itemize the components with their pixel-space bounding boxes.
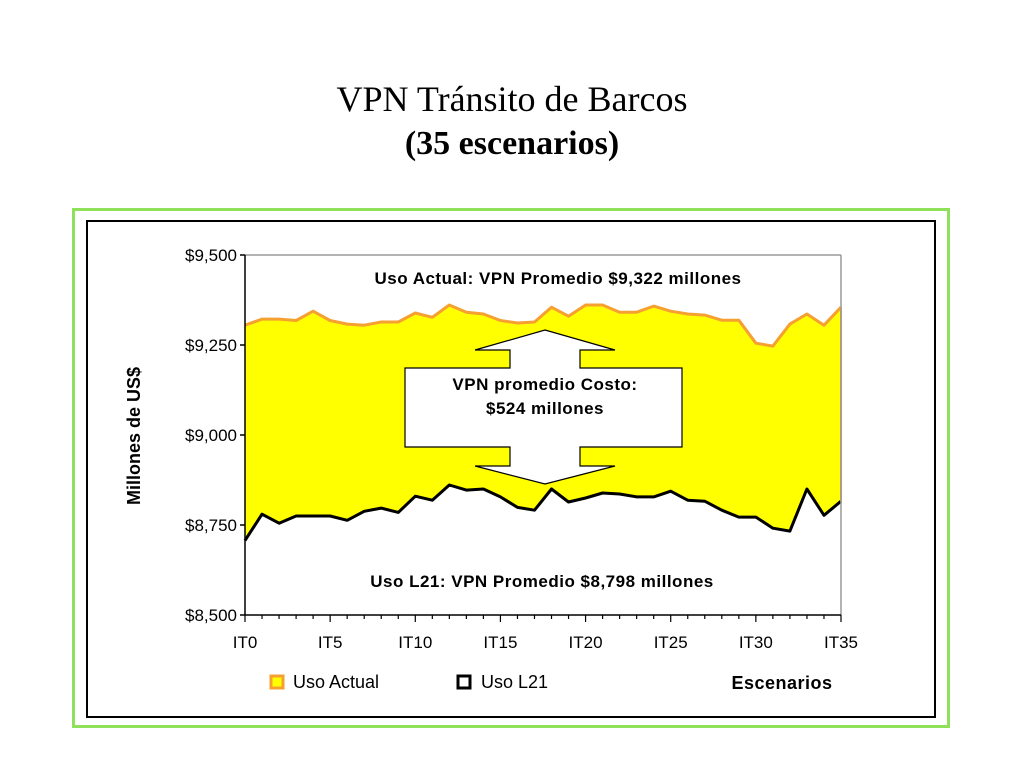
annotation-top: Uso Actual: VPN Promedio $9,322 millones [374, 269, 741, 288]
slide-title: VPN Tránsito de Barcos [336, 79, 688, 119]
legend-swatch-uso-actual [269, 674, 285, 690]
cost-double-arrow [404, 329, 683, 485]
legend-label-uso-actual: Uso Actual [293, 672, 379, 692]
x-tick-label: IT15 [483, 633, 517, 652]
y-tick-label: $9,000 [185, 426, 237, 445]
y-axis-label: Millones de US$ [124, 367, 144, 505]
y-tick-label: $9,250 [185, 336, 237, 355]
x-axis-label: Escenarios [731, 673, 832, 693]
y-tick-label: $8,750 [185, 516, 237, 535]
annotation-bottom: Uso L21: VPN Promedio $8,798 millones [370, 572, 714, 591]
y-tick-label: $8,500 [185, 606, 237, 625]
x-tick-label: IT10 [398, 633, 432, 652]
x-tick-label: IT25 [654, 633, 688, 652]
uso-actual-line [244, 303, 843, 348]
uso-l21-line [243, 483, 842, 542]
x-tick-label: IT30 [739, 633, 773, 652]
annotation-middle-line2: $524 millones [486, 399, 604, 418]
legend-swatch-uso-l21 [456, 674, 472, 690]
annotation-middle-line1: VPN promedio Costo: [452, 375, 637, 394]
chart-inner-frame [86, 220, 936, 718]
x-tick-label: IT0 [233, 633, 258, 652]
legend-label-uso-l21: Uso L21 [481, 672, 548, 692]
x-tick-label: IT5 [318, 633, 343, 652]
x-tick-label: IT20 [569, 633, 603, 652]
slide-subtitle: (35 escenarios) [404, 125, 620, 162]
y-tick-label: $9,500 [185, 246, 237, 265]
x-tick-label: IT35 [824, 633, 858, 652]
